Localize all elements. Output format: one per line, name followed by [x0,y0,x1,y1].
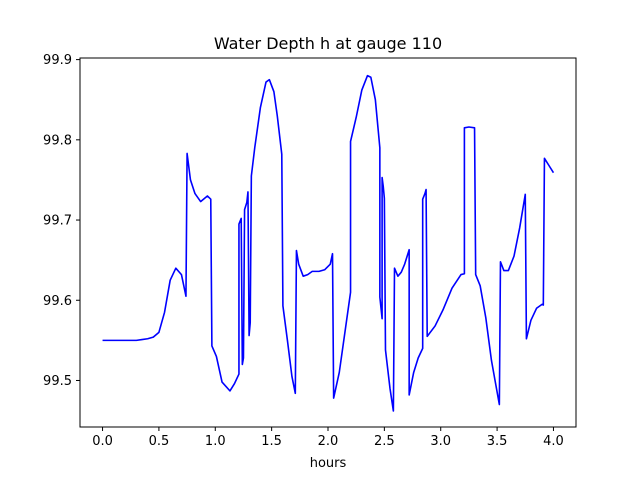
y-tick-label: 99.8 [43,133,72,148]
x-tick-label: 1.0 [205,434,226,449]
x-tick-label: 0.0 [92,434,113,449]
x-tick-label: 1.5 [261,434,282,449]
x-tick-label: 0.5 [149,434,170,449]
x-tick-label: 4.0 [543,434,564,449]
x-tick-label: 3.5 [487,434,508,449]
y-tick-label: 99.6 [43,294,72,309]
chart-title: Water Depth h at gauge 110 [214,34,442,53]
plot-area: 0.0 0.5 1.0 1.5 2.0 2.5 3.0 3.5 4.0 99.5 99.6 99.7 9… [43,53,577,449]
data-series-line [102,74,555,412]
y-tick-label: 99.9 [43,53,72,68]
x-axis-label: hours [310,456,347,471]
x-tick-label: 2.5 [374,434,395,449]
y-tick-label: 99.7 [43,214,72,229]
x-tick-label: 3.0 [430,434,451,449]
y-tick-label: 99.5 [43,374,72,389]
x-tick-label: 2.0 [318,434,339,449]
